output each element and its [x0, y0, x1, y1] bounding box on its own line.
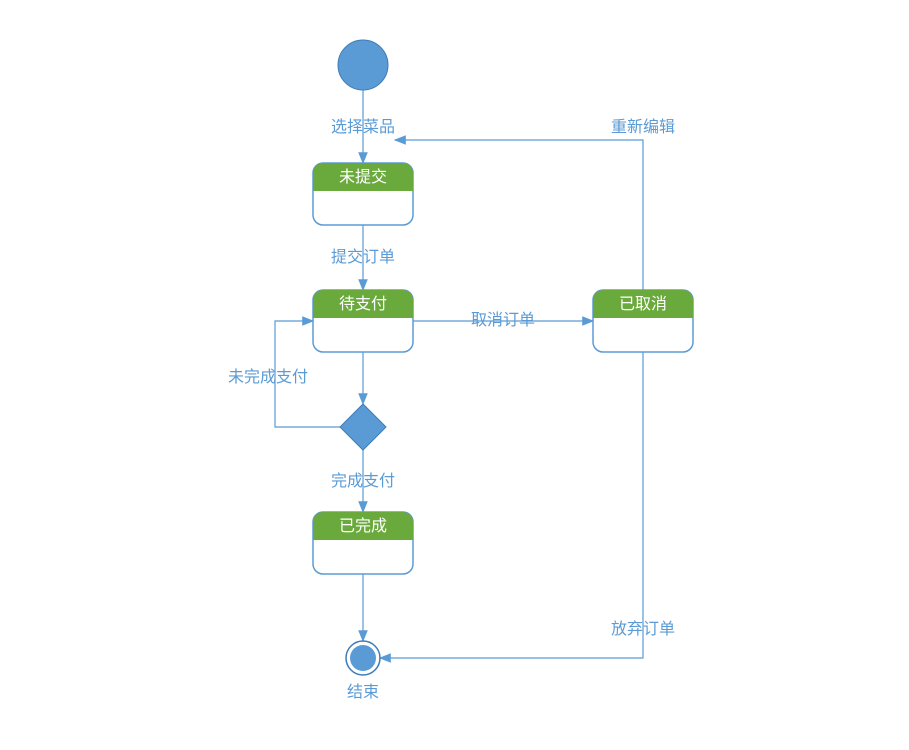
state-not-submitted-label: 未提交	[339, 168, 387, 186]
edges-layer: 选择菜品 提交订单 完成支付 未完成支付 取消订单 重新编辑 放弃订单	[228, 90, 675, 658]
flowchart-canvas: 选择菜品 提交订单 完成支付 未完成支付 取消订单 重新编辑 放弃订单	[0, 0, 909, 750]
end-node: 结束	[346, 641, 380, 701]
state-pending-payment: 待支付	[313, 290, 413, 352]
edge-label-abandon-order: 放弃订单	[611, 620, 675, 638]
edge-label-cancel-order: 取消订单	[471, 311, 535, 329]
state-not-submitted: 未提交	[313, 163, 413, 225]
edge-label-payment-incomplete: 未完成支付	[228, 368, 308, 386]
state-cancelled: 已取消	[593, 290, 693, 352]
edge-cancelled-to-end	[380, 352, 643, 658]
start-node	[338, 40, 388, 90]
state-completed: 已完成	[313, 512, 413, 574]
nodes-layer: 未提交 待支付 已取消 已完成	[313, 40, 693, 701]
state-completed-label: 已完成	[339, 517, 387, 535]
edge-label-submit-order: 提交订单	[331, 248, 395, 266]
end-node-label: 结束	[347, 683, 379, 701]
decision-node	[340, 404, 386, 450]
edge-label-payment-done: 完成支付	[331, 472, 395, 490]
state-cancelled-label: 已取消	[619, 295, 667, 313]
edge-cancelled-to-reedit	[395, 140, 643, 290]
edge-label-reedit: 重新编辑	[611, 118, 675, 136]
state-pending-payment-label: 待支付	[339, 295, 387, 313]
edge-label-select-dishes: 选择菜品	[331, 118, 395, 136]
